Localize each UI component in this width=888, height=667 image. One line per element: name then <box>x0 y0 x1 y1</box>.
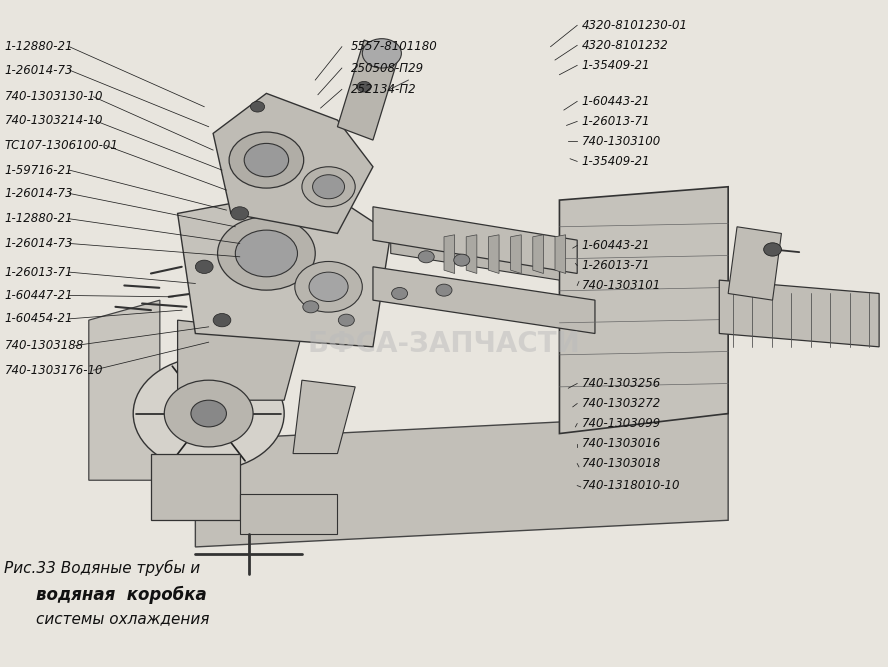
Polygon shape <box>373 207 577 273</box>
Polygon shape <box>89 300 160 480</box>
Text: 740-1303099: 740-1303099 <box>582 417 661 430</box>
Text: 4320-8101232: 4320-8101232 <box>582 39 669 52</box>
Polygon shape <box>466 235 477 273</box>
Circle shape <box>213 313 231 327</box>
Text: 5557-8101180: 5557-8101180 <box>351 40 438 53</box>
Text: 1-60443-21: 1-60443-21 <box>582 239 650 252</box>
Polygon shape <box>511 235 521 273</box>
Polygon shape <box>151 454 240 520</box>
Circle shape <box>133 357 284 470</box>
Circle shape <box>250 101 265 112</box>
Polygon shape <box>533 235 543 273</box>
Circle shape <box>235 230 297 277</box>
Text: 1-26014-73: 1-26014-73 <box>4 237 73 250</box>
Circle shape <box>357 81 371 92</box>
Circle shape <box>418 251 434 263</box>
Text: 740-1303130-10: 740-1303130-10 <box>4 90 103 103</box>
Polygon shape <box>195 414 728 547</box>
Polygon shape <box>559 187 728 434</box>
Text: 1-26014-73: 1-26014-73 <box>4 63 73 77</box>
Polygon shape <box>488 235 499 273</box>
Text: системы охлаждения: системы охлаждения <box>36 612 209 626</box>
Circle shape <box>303 301 319 313</box>
Text: 740-1303176-10: 740-1303176-10 <box>4 364 103 377</box>
Text: 1-59716-21: 1-59716-21 <box>4 163 73 177</box>
Text: 1-26013-71: 1-26013-71 <box>4 265 73 279</box>
Circle shape <box>244 143 289 177</box>
Circle shape <box>454 254 470 266</box>
Text: водяная  коробка: водяная коробка <box>36 586 206 604</box>
Text: 740-1303016: 740-1303016 <box>582 437 661 450</box>
Text: ТС107-1306100-01: ТС107-1306100-01 <box>4 139 118 152</box>
Text: 1-60447-21: 1-60447-21 <box>4 289 73 302</box>
Circle shape <box>338 314 354 326</box>
Text: 1-12880-21: 1-12880-21 <box>4 212 73 225</box>
Text: 1-12880-21: 1-12880-21 <box>4 40 73 53</box>
Circle shape <box>392 287 408 299</box>
Text: 740-1303101: 740-1303101 <box>582 279 661 292</box>
Circle shape <box>362 39 401 68</box>
Polygon shape <box>373 267 595 334</box>
Circle shape <box>195 260 213 273</box>
Text: 1-26013-71: 1-26013-71 <box>582 259 650 272</box>
Text: 740-1318010-10: 740-1318010-10 <box>582 479 680 492</box>
Polygon shape <box>178 320 302 400</box>
Circle shape <box>436 284 452 296</box>
Circle shape <box>313 175 345 199</box>
Text: 1-26013-71: 1-26013-71 <box>582 115 650 128</box>
Text: 1-60454-21: 1-60454-21 <box>4 312 73 325</box>
Text: 252134-П2: 252134-П2 <box>351 83 416 96</box>
Text: 740-1303214-10: 740-1303214-10 <box>4 113 103 127</box>
Polygon shape <box>391 227 559 280</box>
Circle shape <box>302 167 355 207</box>
Text: 740-1303272: 740-1303272 <box>582 397 661 410</box>
Text: 250508-П29: 250508-П29 <box>351 61 424 75</box>
Text: Рис.33 Водяные трубы и: Рис.33 Водяные трубы и <box>4 560 201 576</box>
Circle shape <box>218 217 315 290</box>
Text: 740-1303188: 740-1303188 <box>4 339 83 352</box>
Polygon shape <box>444 235 455 273</box>
Circle shape <box>295 261 362 312</box>
Polygon shape <box>213 93 373 233</box>
Text: 1-60443-21: 1-60443-21 <box>582 95 650 108</box>
Circle shape <box>764 243 781 256</box>
Circle shape <box>229 132 304 188</box>
Text: 740-1303018: 740-1303018 <box>582 457 661 470</box>
Polygon shape <box>178 187 391 347</box>
Polygon shape <box>337 40 400 140</box>
Polygon shape <box>719 280 879 347</box>
Circle shape <box>231 207 249 220</box>
Circle shape <box>191 400 226 427</box>
Text: 1-35409-21: 1-35409-21 <box>582 155 650 168</box>
Polygon shape <box>555 235 566 273</box>
Polygon shape <box>240 494 337 534</box>
Circle shape <box>164 380 253 447</box>
Text: БФСА-ЗАПЧАСТИ: БФСА-ЗАПЧАСТИ <box>307 329 581 358</box>
Polygon shape <box>293 380 355 454</box>
Text: 740-1303100: 740-1303100 <box>582 135 661 148</box>
Circle shape <box>309 272 348 301</box>
Text: 4320-8101230-01: 4320-8101230-01 <box>582 19 687 32</box>
Text: 1-35409-21: 1-35409-21 <box>582 59 650 72</box>
Text: 1-26014-73: 1-26014-73 <box>4 187 73 200</box>
Text: 740-1303256: 740-1303256 <box>582 377 661 390</box>
Polygon shape <box>728 227 781 300</box>
